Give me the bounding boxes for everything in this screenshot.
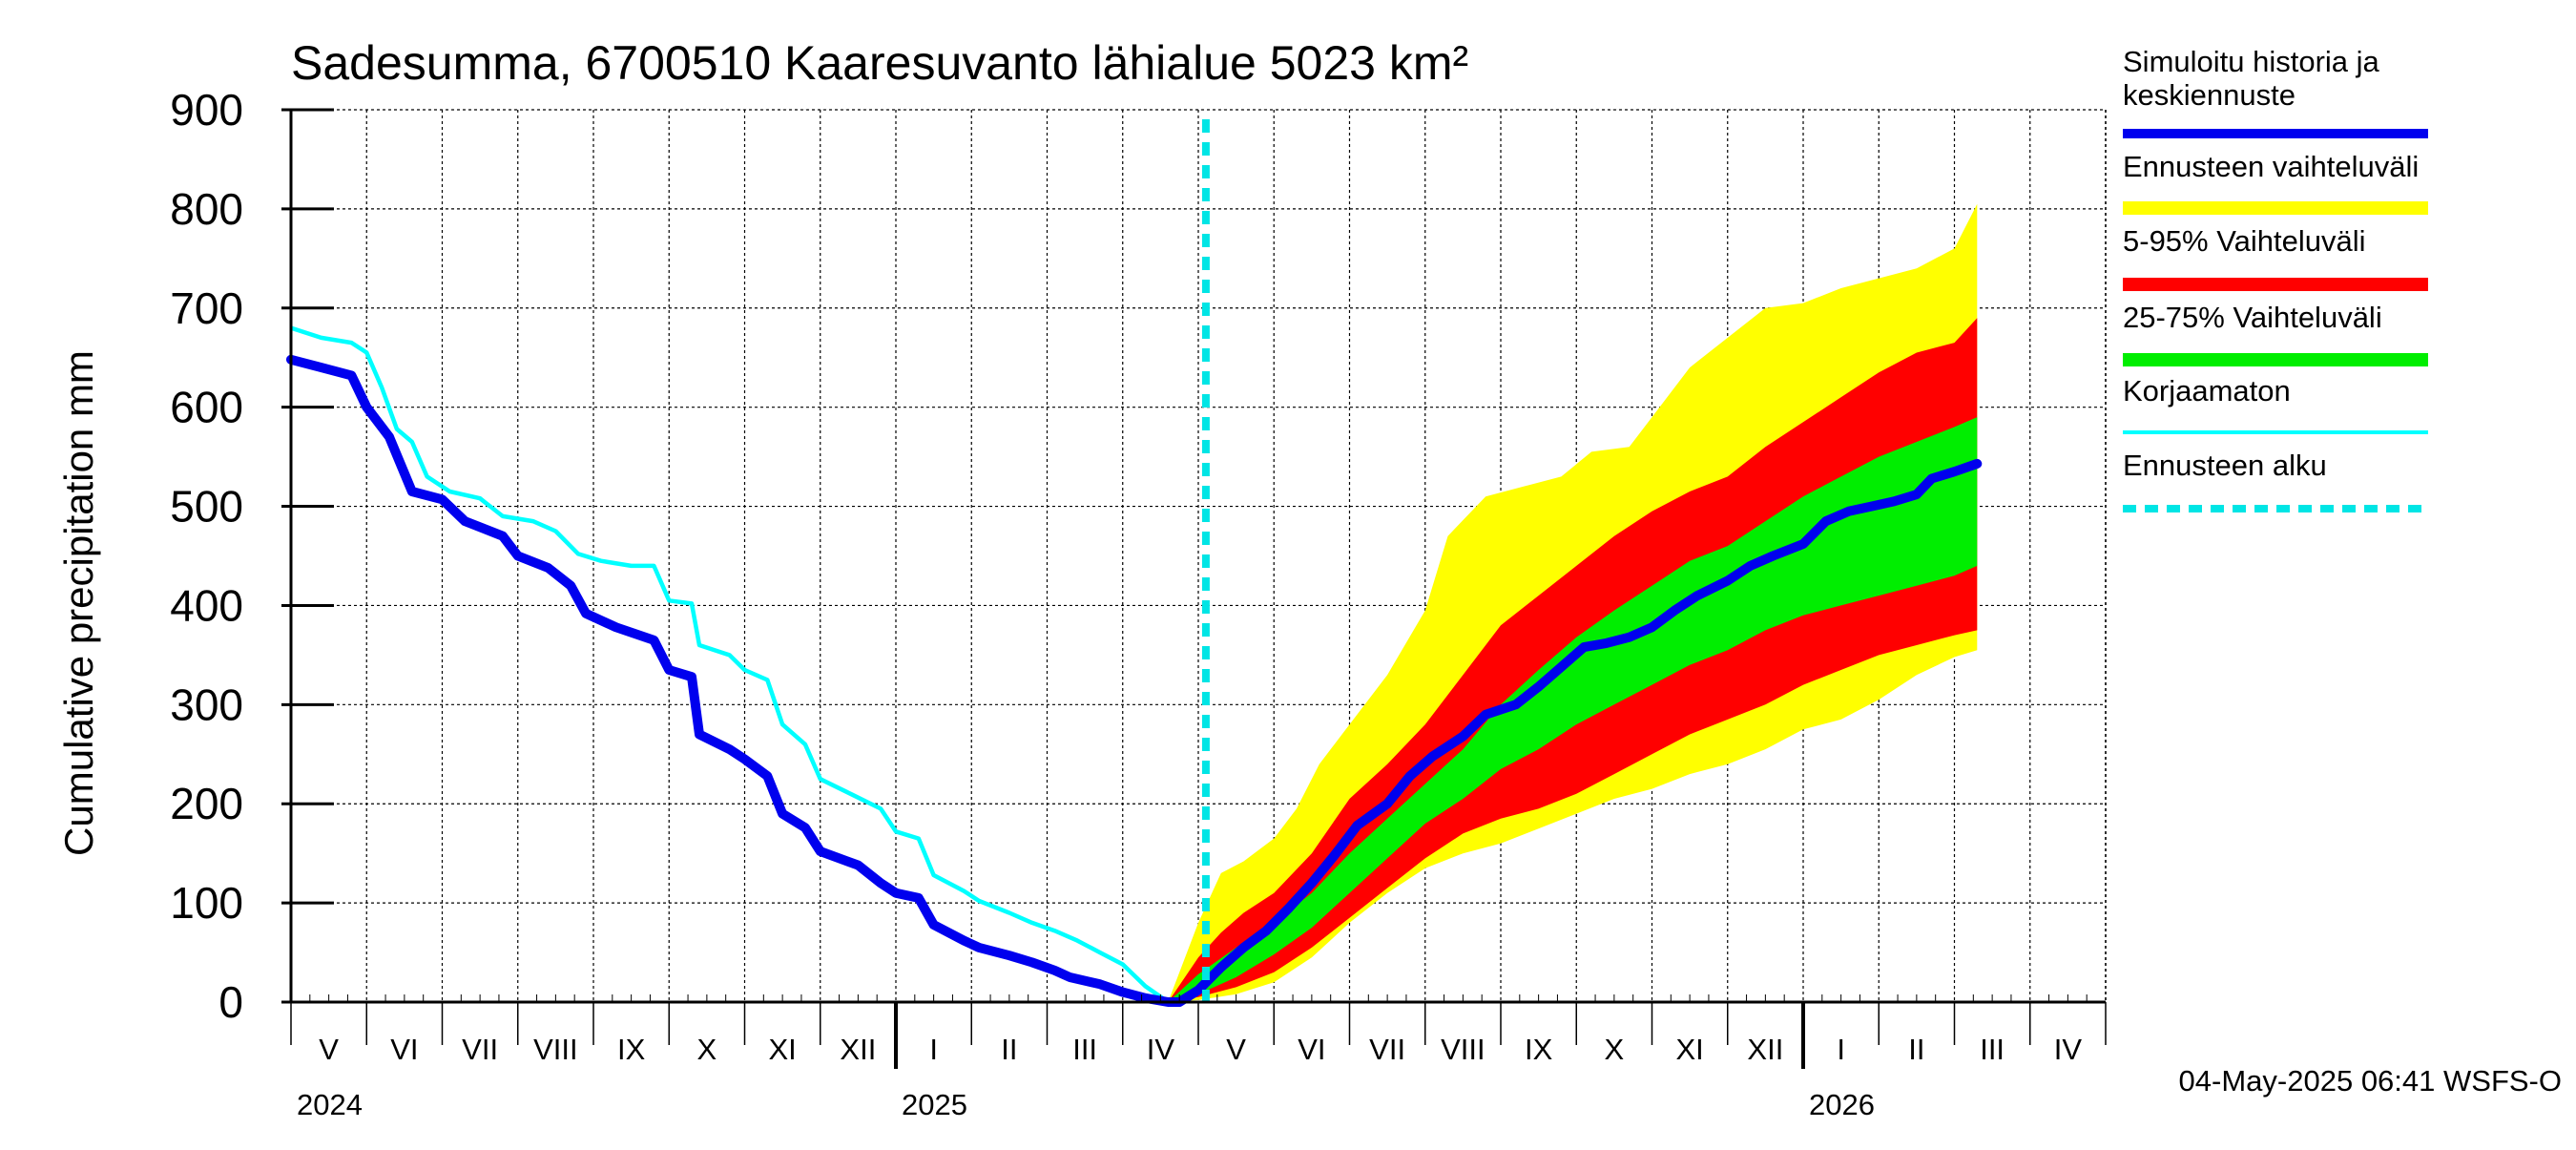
y-tick-label: 800	[170, 184, 243, 234]
band-25-75-vaihteluv-li	[1168, 417, 1978, 1003]
x-month-label: XII	[840, 1033, 876, 1066]
x-month-label: I	[929, 1033, 938, 1066]
x-month-label: IX	[617, 1033, 646, 1066]
x-month-label: II	[1001, 1033, 1017, 1066]
series-line-korjaamaton	[290, 325, 1170, 1004]
legend-label: Ennusteen alku	[2123, 449, 2327, 482]
y-tick-label: 0	[218, 977, 243, 1027]
y-tick-label: 300	[170, 680, 243, 729]
x-month-label: V	[1226, 1033, 1246, 1066]
x-month-label: IV	[1147, 1033, 1175, 1066]
x-year-label: 2024	[297, 1088, 363, 1121]
x-month-label: XI	[1675, 1033, 1703, 1066]
legend-label: Simuloitu historia ja	[2123, 45, 2380, 78]
y-tick-label: 700	[170, 283, 243, 333]
legend-label: Ennusteen vaihteluväli	[2123, 150, 2419, 183]
legend-label: 5-95% Vaihteluväli	[2123, 224, 2365, 258]
x-month-label: II	[1908, 1033, 1924, 1066]
x-month-label: VII	[1369, 1033, 1405, 1066]
y-tick-label: 400	[170, 580, 243, 630]
x-month-label: VIII	[533, 1033, 578, 1066]
x-year-label: 2025	[902, 1088, 967, 1121]
x-month-label: III	[1980, 1033, 2005, 1066]
x-month-label: IX	[1525, 1033, 1553, 1066]
x-year-label: 2026	[1809, 1088, 1875, 1121]
footer-timestamp: 04-May-2025 06:41 WSFS-O	[2179, 1064, 2562, 1098]
x-month-label: VII	[462, 1033, 498, 1066]
legend-label: keskiennuste	[2123, 78, 2296, 112]
y-tick-label: 500	[170, 482, 243, 532]
x-month-label: VI	[390, 1033, 418, 1066]
chart-title: Sadesumma, 6700510 Kaaresuvanto lähialue…	[291, 36, 1468, 90]
legend-label: 25-75% Vaihteluväli	[2123, 301, 2382, 334]
x-month-label: VIII	[1441, 1033, 1485, 1066]
x-month-label: IV	[2054, 1033, 2083, 1066]
x-month-label: X	[697, 1033, 717, 1066]
x-month-label: I	[1837, 1033, 1845, 1066]
y-tick-label: 100	[170, 878, 243, 928]
x-month-label: VI	[1298, 1033, 1325, 1066]
x-month-label: X	[1605, 1033, 1625, 1066]
x-month-label: V	[319, 1033, 339, 1066]
x-month-label: XII	[1747, 1033, 1783, 1066]
y-tick-label: 900	[170, 85, 243, 135]
y-tick-label: 600	[170, 383, 243, 432]
series-line-simulated	[286, 354, 1983, 1007]
x-month-label: XI	[768, 1033, 796, 1066]
legend-label: Korjaamaton	[2123, 374, 2291, 408]
y-tick-label: 200	[170, 779, 243, 828]
x-month-label: III	[1072, 1033, 1097, 1066]
y-axis-label: Cumulative precipitation mm	[56, 350, 101, 856]
